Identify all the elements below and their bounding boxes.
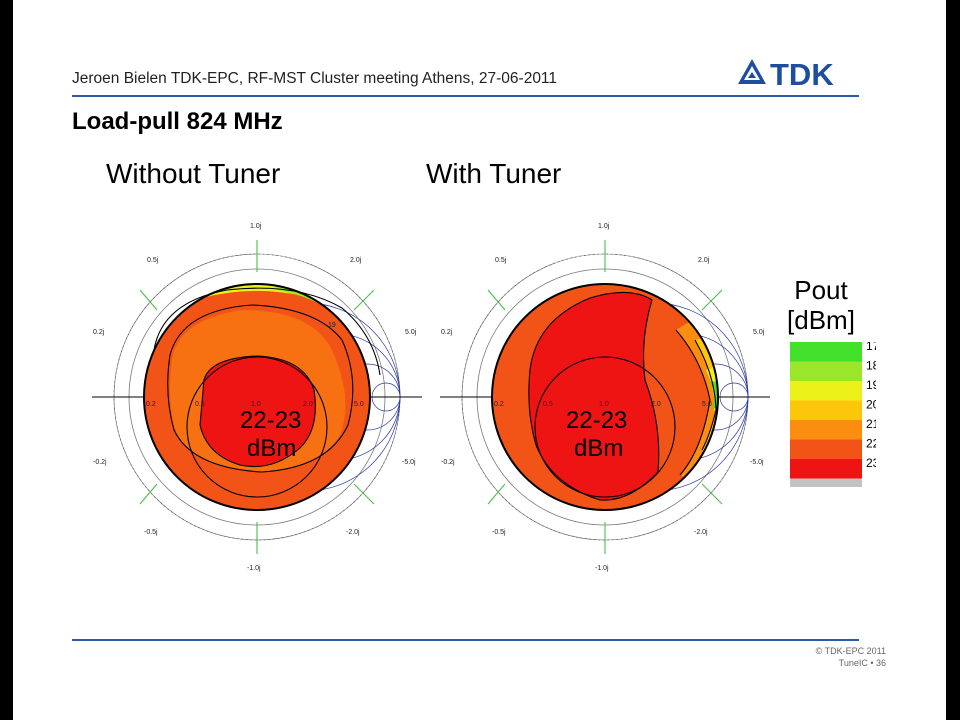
tdk-logo: TDK — [738, 57, 834, 90]
smith-label: -0.5j — [144, 529, 158, 536]
smith-label: -2.0j — [694, 529, 708, 536]
pout-colorbar: 17 18 19 20 21 22 23 — [790, 342, 876, 487]
smith-label: 2.0j — [698, 257, 710, 264]
colorbar-swatch — [790, 459, 862, 479]
smith-label: -5.0j — [402, 459, 416, 466]
footer-page: TuneIC • 36 — [838, 658, 886, 668]
chart-annotation-line2: dBm — [574, 435, 623, 462]
contour-lines — [491, 283, 719, 511]
colorbar-label: 17 — [866, 342, 876, 353]
chart-annotation-line1: 22-23 — [240, 407, 301, 434]
smith-label: 5.0j — [405, 329, 417, 336]
colorbar-swatch — [790, 361, 862, 381]
smith-label: 0.5j — [495, 257, 507, 264]
smith-label: 0.5 — [543, 401, 553, 408]
smith-label: -0.2j — [93, 459, 107, 466]
smith-label: 1.0j — [250, 223, 262, 230]
smith-label: -2.0j — [346, 529, 360, 536]
tdk-logo-text: TDK — [770, 57, 834, 90]
smith-chart-without-tuner: 1.0j 0.5j 2.0j 0.2j 5.0j -0.2j -5.0j -0.… — [92, 223, 422, 572]
colorbar-swatch — [790, 342, 862, 362]
chart-subtitle-without-tuner: Without Tuner — [106, 158, 281, 189]
colorbar-swatch — [790, 381, 862, 401]
page-title: Load-pull 824 MHz — [72, 108, 283, 135]
smith-label: 0.2 — [494, 401, 504, 408]
chart-annotation-line1: 22-23 — [566, 407, 627, 434]
colorbar-label: 20 — [866, 398, 876, 412]
footer-divider — [72, 639, 859, 641]
footer: © TDK-EPC 2011 TuneIC • 36 — [816, 645, 886, 669]
smith-chart-with-tuner: 1.0j 0.5j 2.0j 0.2j 5.0j -0.2j -5.0j -0.… — [440, 223, 770, 572]
colorbar-swatch — [790, 420, 862, 440]
colorbar-label: 21 — [866, 417, 876, 431]
smith-label: -1.0j — [247, 565, 261, 572]
smith-label: 1.0 — [599, 401, 609, 408]
colorbar-title-line1: Pout — [794, 275, 848, 305]
smith-label: 2.0j — [350, 257, 362, 264]
colorbar-label: 23 — [866, 456, 876, 470]
header-text: Jeroen Bielen TDK-EPC, RF-MST Cluster me… — [72, 70, 558, 87]
smith-label: -1.0j — [595, 565, 609, 572]
colorbar-swatch — [790, 400, 862, 420]
colorbar-swatch — [790, 439, 862, 459]
smith-label: 0.2j — [93, 329, 105, 336]
colorbar-label: 19 — [866, 378, 876, 392]
header-divider — [72, 95, 859, 97]
tdk-logo-icon — [738, 59, 766, 84]
smith-label: -0.2j — [441, 459, 455, 466]
chart-subtitle-with-tuner: With Tuner — [426, 158, 562, 189]
smith-label: 2.0 — [651, 401, 661, 408]
smith-label: 5.0 — [354, 401, 364, 408]
colorbar-label: 22 — [866, 437, 876, 451]
smith-label: 0.2j — [441, 329, 453, 336]
smith-label: 0.5 — [195, 401, 205, 408]
colorbar-title: Pout [dBm] — [776, 275, 866, 335]
colorbar-label: 18 — [866, 359, 876, 373]
smith-label: 5.0 — [702, 401, 712, 408]
smith-label: 5.0j — [753, 329, 765, 336]
contour-label: 19 — [328, 322, 336, 329]
colorbar-swatch-bottom — [790, 478, 862, 487]
chart-annotation-line2: dBm — [247, 435, 296, 462]
smith-label: 1.0j — [598, 223, 610, 230]
smith-labels: 1.0j 0.5j 2.0j 0.2j 5.0j -0.2j -5.0j -0.… — [441, 223, 765, 572]
smith-label: 0.5j — [147, 257, 159, 264]
footer-copyright: © TDK-EPC 2011 — [815, 646, 886, 656]
smith-label: 0.2 — [146, 401, 156, 408]
colorbar-title-line2: [dBm] — [787, 305, 855, 335]
contour-lines — [143, 283, 381, 511]
smith-label: -5.0j — [750, 459, 764, 466]
smith-labels: 1.0j 0.5j 2.0j 0.2j 5.0j -0.2j -5.0j -0.… — [93, 223, 417, 572]
smith-label: 1.0 — [251, 401, 261, 408]
smith-label: 2.0 — [303, 401, 313, 408]
smith-label: -0.5j — [492, 529, 506, 536]
